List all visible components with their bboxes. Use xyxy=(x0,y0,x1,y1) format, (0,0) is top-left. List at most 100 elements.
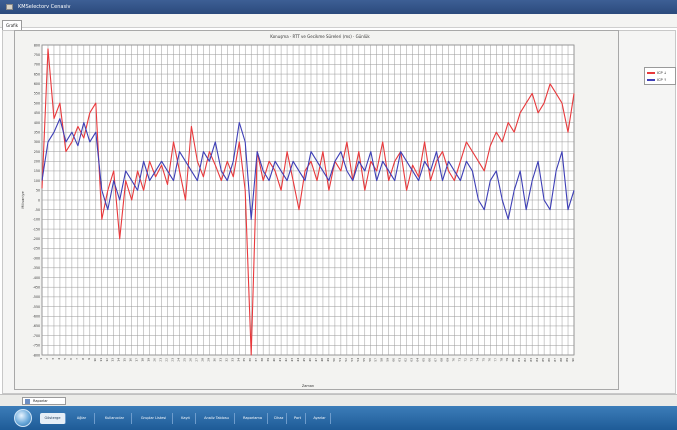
y-tick-label: -400 xyxy=(33,276,40,280)
x-tick-label: 87 xyxy=(553,358,557,362)
taskbar-item-4[interactable]: Gruplar Listesi xyxy=(135,413,173,424)
x-tick-label: 27 xyxy=(194,358,198,362)
x-tick-label: 81 xyxy=(517,358,521,362)
x-tick-label: 80 xyxy=(511,358,515,362)
x-tick-label: 85 xyxy=(541,358,545,362)
y-tick-label: 400 xyxy=(34,121,40,125)
y-tick-label: -650 xyxy=(33,324,40,328)
taskbar-item-8[interactable]: Cihaz xyxy=(271,413,287,424)
taskbar-item-3[interactable]: Kullanıcılar xyxy=(98,413,132,424)
taskbar-item-10[interactable]: Ayarlar xyxy=(309,413,331,424)
x-tick-label: 74 xyxy=(475,358,479,362)
x-tick-label: 90 xyxy=(571,358,575,362)
y-tick-label: 500 xyxy=(34,101,40,105)
taskbar-item-1[interactable]: Gösterge xyxy=(40,413,66,424)
x-tick-label: 21 xyxy=(159,358,163,362)
x-tick-label: 20 xyxy=(153,358,157,362)
y-tick-label: -200 xyxy=(33,237,40,241)
y-tick-label: -450 xyxy=(33,285,40,289)
y-tick-label: -750 xyxy=(33,344,40,348)
legend-label: ICP ↑ xyxy=(657,78,667,82)
x-tick-label: 7 xyxy=(75,358,79,360)
x-tick-label: 75 xyxy=(481,358,485,362)
x-tick-label: 11 xyxy=(99,358,103,362)
x-tick-label: 1 xyxy=(39,358,43,360)
x-tick-label: 62 xyxy=(404,358,408,362)
x-tick-label: 31 xyxy=(218,358,222,362)
x-tick-label: 73 xyxy=(469,358,473,362)
x-tick-label: 18 xyxy=(141,358,145,362)
y-tick-label: -250 xyxy=(33,247,40,251)
x-tick-label: 68 xyxy=(439,358,443,362)
x-tick-label: 82 xyxy=(523,358,527,362)
y-tick-label: -500 xyxy=(33,295,40,299)
x-tick-label: 53 xyxy=(350,358,354,362)
x-tick-label: 48 xyxy=(320,358,324,362)
x-tick-label: 16 xyxy=(129,358,133,362)
window-title-bar[interactable]: KMSelectorv Cenasiv xyxy=(0,0,677,14)
chart-legend: ICP ↓ ICP ↑ xyxy=(644,67,676,85)
x-tick-label: 10 xyxy=(93,358,97,362)
report-icon xyxy=(25,399,30,404)
x-tick-label: 84 xyxy=(535,358,539,362)
x-tick-label: 37 xyxy=(254,358,258,362)
y-tick-label: 650 xyxy=(34,72,40,76)
tab-graph[interactable]: Grafik xyxy=(2,20,22,31)
taskbar-item-2[interactable]: Ağlar xyxy=(69,413,95,424)
y-tick-label: 150 xyxy=(34,169,40,173)
y-tick-label: -50 xyxy=(35,208,40,212)
y-tick-label: 700 xyxy=(34,63,40,67)
x-tick-label: 38 xyxy=(260,358,264,362)
x-tick-label: 58 xyxy=(380,358,384,362)
x-tick-label: 29 xyxy=(206,358,210,362)
taskbar-item-7[interactable]: Raporlama xyxy=(238,413,268,424)
x-tick-label: 56 xyxy=(368,358,372,362)
legend-entry-series-1: ICP ↓ xyxy=(647,70,677,76)
x-tick-label: 5 xyxy=(63,358,67,360)
y-tick-label: 0 xyxy=(38,198,40,202)
x-tick-label: 43 xyxy=(290,358,294,362)
start-button[interactable] xyxy=(14,409,32,427)
x-tick-label: 47 xyxy=(314,358,318,362)
y-tick-label: -700 xyxy=(33,334,40,338)
bottom-toolbar xyxy=(0,394,677,406)
x-tick-label: 49 xyxy=(326,358,330,362)
y-tick-label: -350 xyxy=(33,266,40,270)
x-axis-label: Zaman xyxy=(302,384,314,388)
x-tick-label: 22 xyxy=(165,358,169,362)
x-tick-label: 12 xyxy=(105,358,109,362)
x-tick-label: 72 xyxy=(463,358,467,362)
y-tick-label: 250 xyxy=(34,150,40,154)
y-tick-label: -150 xyxy=(33,227,40,231)
x-tick-label: 4 xyxy=(57,358,61,360)
legend-swatch-blue xyxy=(647,79,655,81)
x-tick-label: 52 xyxy=(344,358,348,362)
y-tick-label: 350 xyxy=(34,130,40,134)
x-tick-label: 33 xyxy=(230,358,234,362)
x-tick-label: 23 xyxy=(171,358,175,362)
x-tick-label: 65 xyxy=(422,358,426,362)
x-tick-label: 86 xyxy=(547,358,551,362)
taskbar-item-5[interactable]: Kayıt xyxy=(176,413,196,424)
x-tick-label: 15 xyxy=(123,358,127,362)
x-tick-label: 78 xyxy=(499,358,503,362)
taskbar xyxy=(0,406,677,430)
y-tick-label: 200 xyxy=(34,160,40,164)
taskbar-item-9[interactable]: Port xyxy=(290,413,306,424)
y-tick-label: -800 xyxy=(33,353,40,357)
x-tick-label: 14 xyxy=(117,358,121,362)
x-tick-label: 30 xyxy=(212,358,216,362)
x-tick-label: 45 xyxy=(302,358,306,362)
x-tick-label: 13 xyxy=(111,358,115,362)
x-tick-label: 61 xyxy=(398,358,402,362)
x-tick-label: 3 xyxy=(51,358,55,360)
reports-button[interactable]: Raporlar xyxy=(22,397,66,405)
x-tick-label: 76 xyxy=(487,358,491,362)
x-tick-label: 70 xyxy=(451,358,455,362)
x-tick-label: 28 xyxy=(200,358,204,362)
legend-label: ICP ↓ xyxy=(657,71,667,75)
taskbar-item-6[interactable]: Analiz Tablosu xyxy=(199,413,235,424)
x-tick-label: 57 xyxy=(374,358,378,362)
x-tick-label: 9 xyxy=(87,358,91,360)
